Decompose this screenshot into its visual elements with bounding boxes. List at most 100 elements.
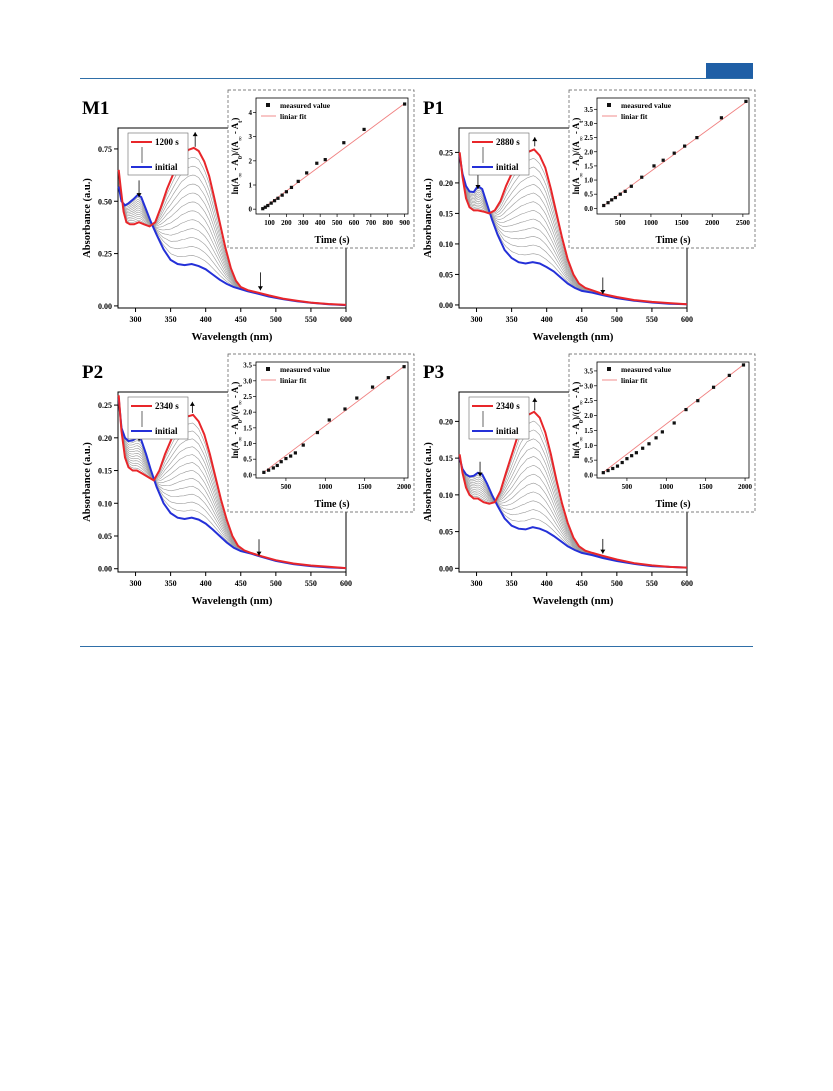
inset-y-tick-label: 1.0 [584,177,593,185]
change-arrow-head [136,193,142,198]
inset-x-tick-label: 1500 [675,219,690,227]
x-tick-label: 500 [270,579,282,588]
inset-y-tick-label: 2.5 [584,397,593,405]
y-tick-label: 0.25 [98,250,112,259]
y-tick-label: 0.50 [98,197,112,206]
inset-legend-fit: liniar fit [621,112,648,121]
inset-data-point [660,430,664,434]
y-axis-label: Absorbance (a.u.) [82,442,93,522]
inset-data-point [613,195,617,200]
inset-y-tick-label: 3.5 [243,362,252,370]
panel-p2: P2 300 350 400 450 500 550 600 0.00 0.05 0.10 0.15 0… [78,352,418,614]
y-tick-label: 0.05 [439,528,453,537]
inset-data-point [684,407,688,412]
inset-legend-fit: liniar fit [621,376,648,385]
y-tick-label: 0.05 [439,270,453,279]
inset-legend-fit: liniar fit [280,376,307,385]
inset-x-tick-label: 500 [622,483,633,491]
inset-y-label-part: t [578,120,585,123]
inset-frame [227,89,415,249]
inset-x-tick-label: 300 [298,219,309,227]
y-tick-label: 0.15 [439,209,453,218]
inset-legend-fit: liniar fit [280,112,307,121]
inset-data-point [601,471,605,475]
y-tick-label: 0.20 [98,434,112,443]
inset-data-point [630,454,634,458]
inset-y-label-part: - A [230,122,240,136]
inset-data-point [741,363,746,367]
legend-label-final: 1200 s [155,137,179,147]
panel-m1: M1 300 350 400 450 500 550 600 0.00 0.25 0.50 0.75 W… [78,88,418,350]
inset-x-tick-label: 1000 [318,483,333,491]
inset-y-tick-label: 0.0 [584,472,593,480]
y-tick-label: 0.00 [439,564,453,573]
inset-y-label-part: )/(A [230,404,240,419]
inset-legend-measured: measured value [280,365,331,374]
inset-y-tick-label: 2.5 [584,134,593,142]
y-tick-label: 0.10 [439,240,453,249]
header-badge [706,63,753,78]
inset-y-label-part: )/(A [571,140,581,155]
inset-y-label-part: ∞ [578,136,585,141]
inset-y-tick-label: 2.5 [243,393,252,401]
y-tick-label: 0.20 [439,179,453,188]
inset-y-label-part: - A [230,386,240,400]
x-tick-label: 450 [576,579,588,588]
inset-y-label-part: )/(A [571,404,581,419]
x-tick-label: 400 [541,579,553,588]
initial-spectrum [458,457,688,569]
inset-x-tick-label: 500 [332,219,343,227]
inset-y-label-part: t [237,120,244,123]
inset-y-tick-label: 3.5 [584,106,593,114]
change-arrow-head [477,472,483,477]
y-tick-label: 0.00 [98,302,112,311]
inset-y-label-part: ) [571,118,581,121]
x-tick-label: 550 [646,579,658,588]
inset-y-label-part: - A [571,423,581,437]
inset-x-tick-label: 800 [382,219,393,227]
inset-data-point [262,470,266,474]
panel-label: M1 [82,98,109,119]
inset-data-point [711,385,716,389]
inset-y-tick-label: 1.0 [584,442,593,450]
inset-x-tick-label: 100 [264,219,275,227]
inset-y-label-part: )/(A [230,140,240,155]
inset-data-point [284,456,288,461]
x-axis-label: Wavelength (nm) [192,595,273,607]
inset-data-point [342,141,346,145]
inset-y-tick-label: 0.0 [243,471,252,479]
legend-label-initial: initial [155,426,178,436]
inset-data-point [606,468,610,473]
legend-label-final: 2340 s [155,401,179,411]
inset-y-label-part: 0 [237,420,244,423]
inset-legend-marker [266,367,270,371]
inset-y-tick-label: 0.5 [584,191,593,199]
inset-linear-fit [262,364,406,474]
inset-y-tick-label: 1.5 [584,427,593,435]
change-arrow-head [600,289,606,294]
x-axis-label: Wavelength (nm) [533,331,614,343]
legend-label-initial: initial [496,162,519,172]
inset-x-tick-label: 1000 [644,219,659,227]
inset-data-point [647,442,651,446]
x-tick-label: 300 [130,579,142,588]
inset-data-point [652,164,656,168]
inset-plot-frame [596,97,750,215]
y-tick-label: 0.00 [439,301,453,310]
change-arrow-head [189,401,195,406]
x-tick-label: 550 [305,315,317,324]
inset-plot-frame [596,361,750,479]
inset-linear-fit [601,363,746,474]
x-tick-label: 450 [576,315,588,324]
inset-y-tick-label: 0 [249,206,253,214]
inset-data-point [315,161,319,165]
inset-y-axis-label: ln(A∞ - A0)/(A∞ - At) [230,382,244,459]
inset-x-tick-label: 500 [615,219,626,227]
x-tick-label: 500 [270,315,282,324]
x-tick-label: 400 [200,579,212,588]
inset-data-point [625,457,629,461]
inset-data-point [289,185,294,190]
